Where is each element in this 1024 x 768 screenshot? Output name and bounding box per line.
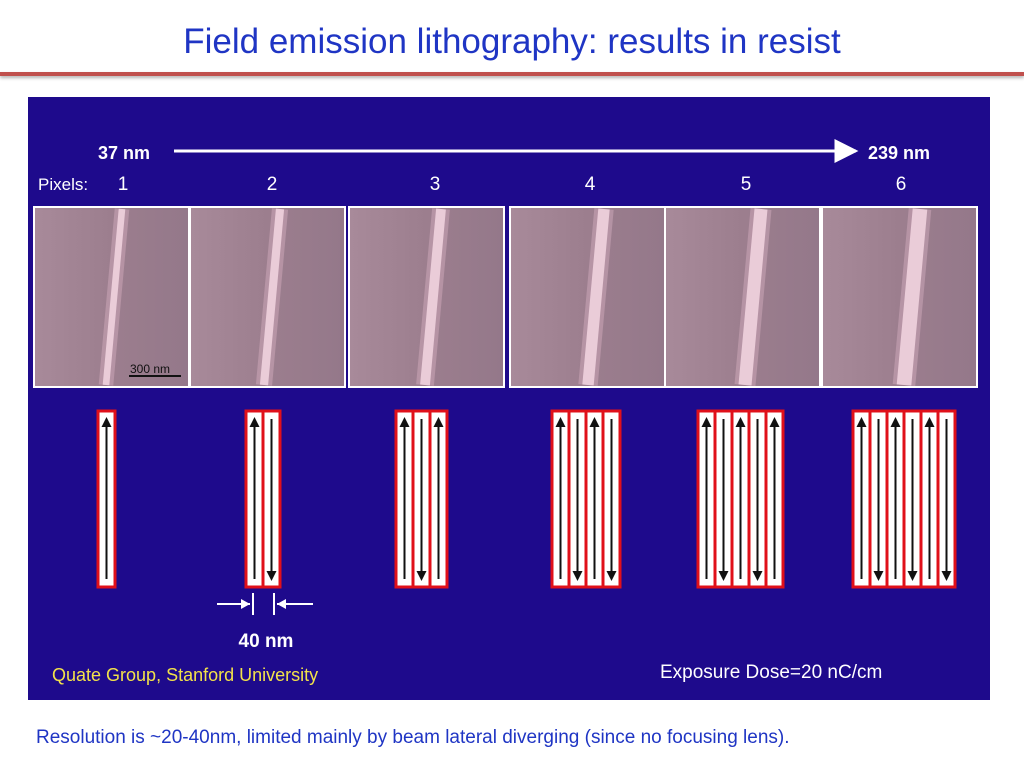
figure-svg: 37 nm 239 nm Pixels: 1 2 3 4 5 6 300 nm … [33,139,978,685]
micrograph-panel [664,206,821,388]
scale-bar-label: 300 nm [130,362,170,376]
pixel-number-4: 4 [585,174,596,195]
exposure-pattern [394,409,449,589]
exposure-pattern [851,409,957,589]
pixel-number-2: 2 [267,174,278,195]
exposure-pattern [96,409,117,589]
credit-label: Quate Group, Stanford University [52,665,318,685]
range-start-label: 37 nm [98,143,150,163]
dose-label: Exposure Dose=20 nC/cm [660,662,882,683]
pixel-number-5: 5 [741,174,752,195]
pixels-label: Pixels: [38,175,88,194]
pixel-number-1: 1 [118,174,129,195]
micrograph-panel [348,206,505,388]
micrograph-strip [33,206,978,388]
pixel-number-3: 3 [430,174,441,195]
slide-caption: Resolution is ~20-40nm, limited mainly b… [36,727,790,748]
title-divider [0,72,1024,76]
exposure-pattern [696,409,785,589]
range-end-label: 239 nm [868,143,930,163]
exposure-pattern [550,409,622,589]
micrograph-panel [33,206,190,388]
micrograph-panel [509,206,666,388]
pixel-number-6: 6 [896,174,907,195]
micrograph-panel [189,206,346,388]
exposure-pattern [244,409,282,589]
line-width-label: 40 nm [239,631,294,652]
micrograph-panel [821,206,978,388]
slide-title: Field emission lithography: results in r… [183,22,841,61]
lithography-figure: 37 nm 239 nm Pixels: 1 2 3 4 5 6 300 nm … [28,97,990,700]
exposure-patterns [96,409,957,589]
line-width-dimension [217,593,313,615]
